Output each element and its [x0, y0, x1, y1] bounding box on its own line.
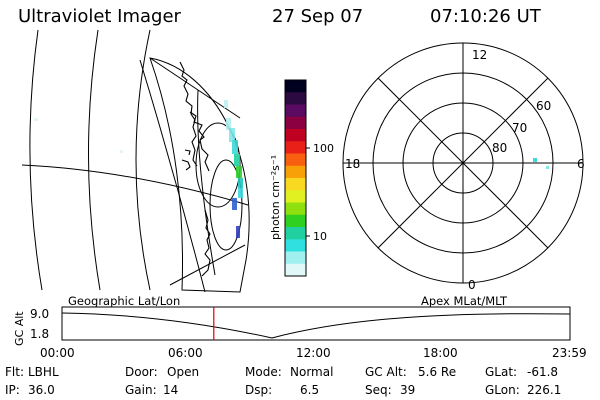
- colorbar-cell: [285, 104, 306, 118]
- altitude-curve: [61, 312, 571, 339]
- gc-alt-value: 5.6 Re: [418, 365, 457, 379]
- colorbar-cell: [285, 239, 306, 252]
- colorbar-cell: [285, 227, 306, 240]
- seq-value: 39: [400, 383, 416, 397]
- longitude-arc: [87, 29, 101, 291]
- altitude-tick-max: 9.0: [30, 307, 49, 321]
- door-label: Door:: [125, 365, 158, 379]
- colorbar-cell: [285, 116, 306, 130]
- colorbar-cell: [285, 214, 306, 228]
- colorbar-unit-label: photon cm⁻²s⁻¹: [269, 155, 282, 240]
- gain-value: 14: [163, 383, 179, 397]
- coastline: [201, 209, 211, 277]
- colorbar-cell: [285, 141, 306, 154]
- ip-value: 36.0: [28, 383, 55, 397]
- door-value: Open: [167, 365, 200, 379]
- colorbar-cell: [285, 178, 306, 191]
- colorbar-cell: [285, 263, 306, 277]
- dsp-label: Dsp:: [245, 383, 273, 397]
- mlat-label-60: 60: [536, 99, 551, 113]
- grid-curve: [169, 244, 246, 286]
- mode-value: Normal: [290, 365, 334, 379]
- earth-limb: [149, 57, 250, 293]
- mode-label: Mode:: [245, 365, 282, 379]
- colorbar-cell: [285, 92, 306, 105]
- filter-value: LBHL: [28, 365, 59, 379]
- filter-label: Flt:: [5, 365, 24, 379]
- coastline: [184, 149, 191, 156]
- latitude-line: [21, 164, 249, 206]
- gc-alt-label: GC Alt:: [365, 365, 407, 379]
- mlat-label-80: 80: [492, 141, 507, 155]
- time-tick-2359: 23:59: [552, 346, 587, 360]
- longitude-arc: [135, 29, 151, 291]
- colorbar-cell: [285, 202, 306, 216]
- altitude-tick-min: 1.8: [30, 327, 49, 341]
- time-tick-1200: 12:00: [296, 346, 331, 360]
- coastline: [181, 159, 191, 171]
- colorbar-tick-10: 10: [313, 230, 327, 243]
- mlt-label-dawn: 6: [577, 157, 585, 171]
- colorbar-cell: [285, 190, 306, 203]
- seq-label: Seq:: [365, 383, 392, 397]
- colorbar-cell: [285, 251, 306, 265]
- colorbar-cell: [285, 129, 306, 142]
- image-date: 27 Sep 07: [272, 6, 364, 27]
- gain-label: Gain:: [125, 383, 157, 397]
- colorbar-cell: [285, 165, 306, 179]
- geographic-caption: Geographic Lat/Lon: [68, 294, 181, 308]
- aurora-emission: [34, 100, 243, 238]
- colorbar-tick-100: 100: [313, 142, 334, 155]
- mlt-label-dusk: 18: [345, 157, 360, 171]
- instrument-title: Ultraviolet Imager: [18, 6, 181, 27]
- time-tick-0600: 06:00: [168, 346, 203, 360]
- longitude-arc: [29, 29, 43, 291]
- glon-label: GLon:: [485, 383, 520, 397]
- grid-ellipse: [209, 159, 243, 251]
- time-tick-1800: 18:00: [423, 346, 458, 360]
- glat-value: -61.8: [527, 365, 559, 379]
- mlat-label-70: 70: [512, 121, 527, 135]
- grid-curve: [197, 89, 216, 276]
- ip-label: IP:: [5, 383, 20, 397]
- colorbar-cell: [285, 153, 306, 167]
- grid-curve: [139, 59, 206, 293]
- glon-value: 226.1: [527, 383, 562, 397]
- glat-label: GLat:: [485, 365, 518, 379]
- altitude-axis-label: GC Alt: [13, 311, 26, 346]
- mlt-label-noon: 12: [472, 48, 487, 62]
- coastline: [179, 61, 198, 167]
- image-time: 07:10:26 UT: [430, 6, 541, 27]
- coastline: [189, 111, 210, 172]
- dsp-value: 6.5: [300, 383, 320, 397]
- time-tick-0000: 00:00: [40, 346, 75, 360]
- mlt-label-midnight: 0: [468, 278, 476, 292]
- grid-ellipse: [195, 122, 241, 208]
- polar-caption: Apex MLat/MLT: [421, 294, 508, 308]
- grid-curve: [149, 57, 241, 119]
- colorbar-cell: [285, 80, 306, 93]
